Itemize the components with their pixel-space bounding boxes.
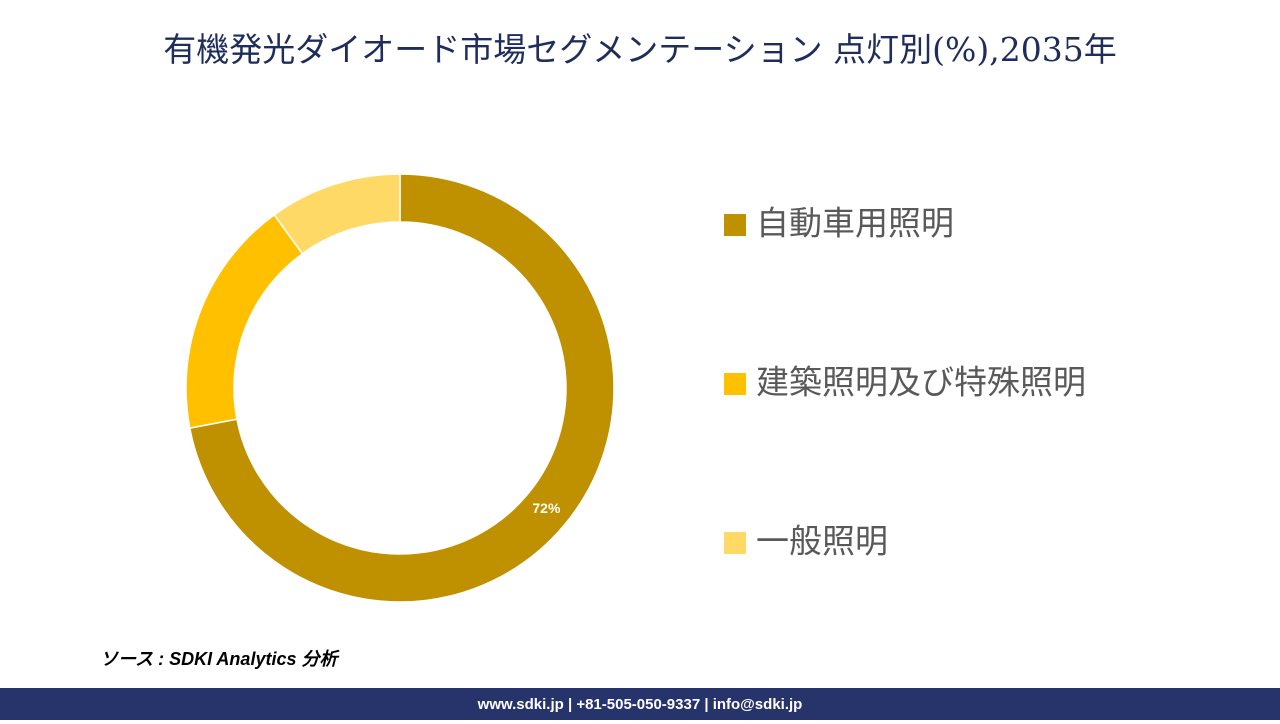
data-label: 72% bbox=[532, 500, 561, 516]
footer-text: www.sdki.jp | +81-505-050-9337 | info@sd… bbox=[477, 696, 803, 713]
legend-swatch bbox=[724, 373, 746, 395]
donut-segment bbox=[185, 213, 304, 429]
legend-label: 自動車用照明 bbox=[756, 204, 954, 243]
donut-segment bbox=[273, 173, 401, 255]
legend-swatch bbox=[724, 214, 746, 236]
legend-swatch bbox=[724, 532, 746, 554]
legend-label: 一般照明 bbox=[756, 522, 888, 561]
chart-title: 有機発光ダイオード市場セグメンテーション 点灯別(%),2035年 bbox=[163, 30, 1116, 69]
source: ソース : SDKI Analytics 分析 bbox=[100, 649, 340, 669]
footer-bar bbox=[0, 688, 1280, 720]
donut-segment bbox=[188, 173, 615, 603]
legend-label: 建築照明及び特殊照明 bbox=[756, 363, 1086, 402]
